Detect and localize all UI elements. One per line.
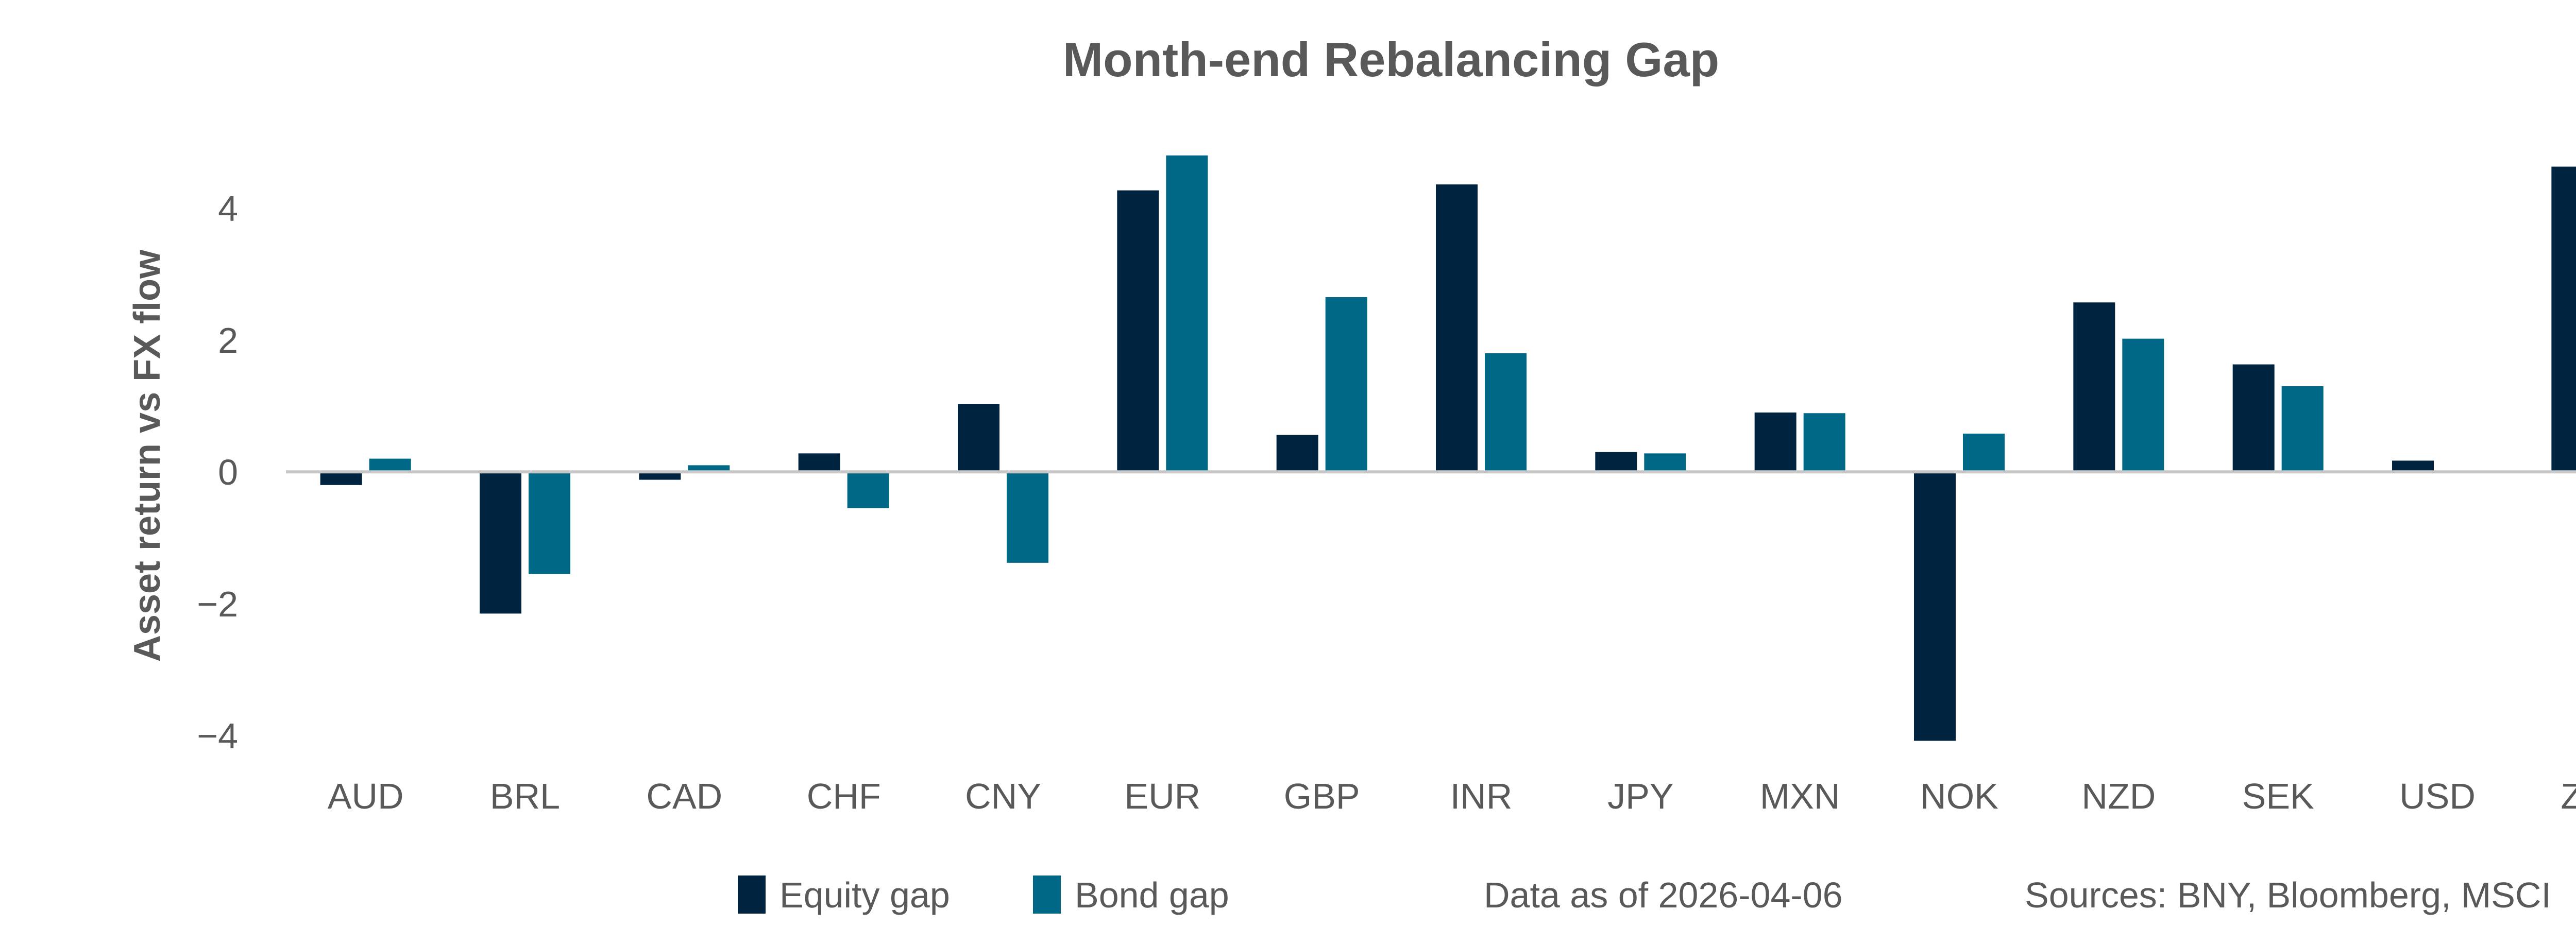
x-tick-chf: CHF — [807, 776, 881, 816]
bar-bond-cad — [688, 465, 730, 472]
x-tick-gbp: GBP — [1284, 776, 1360, 816]
chart-title: Month-end Rebalancing Gap — [1063, 32, 1719, 87]
bar-bond-brl — [529, 472, 570, 574]
bar-equity-gbp — [1276, 435, 1318, 472]
data-date-note: Data as of 2026-04-06 — [1484, 875, 1843, 915]
bar-equity-chf — [798, 453, 840, 472]
bar-equity-eur — [1117, 190, 1159, 472]
bars — [320, 155, 2576, 741]
bar-equity-nok — [1914, 472, 1956, 741]
legend-label-equity: Equity gap — [779, 875, 950, 915]
bar-equity-brl — [480, 472, 521, 614]
bar-bond-inr — [1485, 353, 1527, 472]
bar-equity-zar — [2551, 166, 2576, 472]
legend-swatch-equity — [738, 876, 766, 914]
bar-bond-sek — [2281, 386, 2324, 472]
legend-swatch-bond — [1033, 876, 1061, 914]
y-tick-label: −4 — [197, 716, 238, 756]
y-tick-label: 2 — [218, 320, 238, 360]
x-tick-jpy: JPY — [1607, 776, 1673, 816]
legend-label-bond: Bond gap — [1075, 875, 1229, 915]
bar-equity-usd — [2392, 460, 2434, 472]
y-axis-ticks: −4 −2 0 2 4 — [197, 188, 238, 756]
y-tick-label: 4 — [218, 188, 238, 229]
y-axis-label: Asset return vs FX flow — [127, 249, 168, 662]
bar-equity-cad — [639, 472, 681, 480]
bar-equity-inr — [1436, 184, 1478, 472]
x-tick-cad: CAD — [646, 776, 722, 816]
x-tick-aud: AUD — [328, 776, 404, 816]
x-tick-sek: SEK — [2242, 776, 2314, 816]
bar-equity-mxn — [1754, 413, 1797, 472]
bar-equity-jpy — [1595, 452, 1637, 472]
bar-bond-nzd — [2122, 338, 2164, 472]
bar-equity-sek — [2232, 364, 2275, 472]
bar-bond-chf — [847, 472, 889, 508]
sources-note: Sources: BNY, Bloomberg, MSCI — [2025, 875, 2551, 915]
bar-bond-nok — [1963, 433, 2005, 472]
x-tick-inr: INR — [1450, 776, 1513, 816]
x-tick-cny: CNY — [965, 776, 1041, 816]
bar-bond-cny — [1007, 472, 1048, 563]
x-tick-nzd: NZD — [2081, 776, 2156, 816]
x-tick-eur: EUR — [1124, 776, 1200, 816]
legend: Equity gap Bond gap — [738, 875, 1229, 915]
bar-bond-jpy — [1644, 453, 1686, 472]
x-tick-mxn: MXN — [1760, 776, 1840, 816]
bar-bond-gbp — [1325, 297, 1367, 472]
x-tick-nok: NOK — [1920, 776, 1998, 816]
x-tick-brl: BRL — [490, 776, 560, 816]
bar-bond-aud — [369, 458, 411, 472]
bar-equity-nzd — [2073, 302, 2115, 472]
bar-equity-cny — [958, 404, 999, 472]
bar-bond-mxn — [1803, 413, 1845, 472]
x-tick-usd: USD — [2399, 776, 2476, 816]
bar-equity-aud — [320, 472, 362, 485]
x-tick-zar: ZAR — [2561, 776, 2576, 816]
y-tick-label: −2 — [197, 584, 238, 624]
bar-bond-eur — [1166, 155, 1208, 472]
x-axis-ticks: AUD BRL CAD CHF CNY EUR GBP INR JPY MXN NOK NZD SEK U… — [328, 776, 2576, 816]
y-tick-label: 0 — [218, 452, 238, 492]
